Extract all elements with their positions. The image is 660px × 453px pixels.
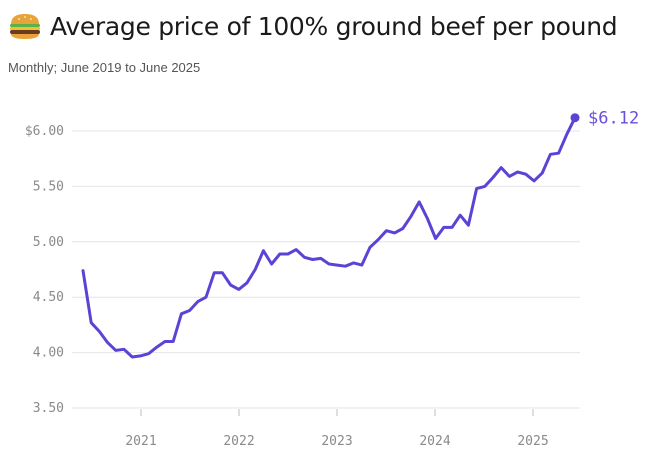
y-axis: 3.50 4.00 4.50 5.00 5.50 $6.00 bbox=[25, 124, 64, 416]
series-line bbox=[81, 116, 577, 359]
chart-title: Average price of 100% ground beef per po… bbox=[50, 11, 618, 41]
gridlines bbox=[72, 130, 580, 409]
end-point-marker bbox=[570, 113, 580, 123]
chart-subtitle: Monthly; June 2019 to June 2025 bbox=[8, 60, 201, 75]
y-tick-label: 5.50 bbox=[33, 179, 64, 194]
x-axis: 2021 2022 2023 2024 2025 bbox=[125, 409, 549, 449]
hamburger-icon bbox=[10, 14, 40, 39]
series-group bbox=[81, 116, 577, 359]
x-tick-label: 2023 bbox=[321, 434, 352, 449]
title-row: Average price of 100% ground beef per po… bbox=[8, 8, 652, 44]
chart-header: Average price of 100% ground beef per po… bbox=[8, 8, 652, 76]
y-tick-label: 4.00 bbox=[33, 346, 64, 361]
end-marker-group: $6.12 bbox=[570, 109, 639, 129]
y-tick-label: 5.00 bbox=[33, 235, 64, 250]
x-tick-label: 2024 bbox=[419, 434, 450, 449]
x-tick-label: 2021 bbox=[125, 434, 156, 449]
end-value-label: $6.12 bbox=[588, 109, 639, 129]
y-tick-label: 4.50 bbox=[33, 290, 64, 305]
x-tick-label: 2022 bbox=[223, 434, 254, 449]
x-tick-label: 2025 bbox=[517, 434, 548, 449]
y-tick-label: 3.50 bbox=[33, 401, 64, 416]
y-tick-label: $6.00 bbox=[25, 124, 64, 139]
